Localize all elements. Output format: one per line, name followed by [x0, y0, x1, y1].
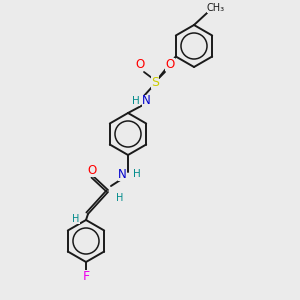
Text: F: F [82, 269, 90, 283]
Text: N: N [142, 94, 150, 107]
Text: H: H [133, 169, 141, 179]
Text: O: O [87, 164, 97, 176]
Text: H: H [132, 96, 140, 106]
Text: O: O [135, 58, 145, 70]
Text: N: N [118, 167, 126, 181]
Text: S: S [151, 76, 159, 88]
Text: O: O [165, 58, 175, 70]
Text: H: H [72, 214, 80, 224]
Text: H: H [116, 193, 124, 203]
Text: CH₃: CH₃ [207, 3, 225, 13]
